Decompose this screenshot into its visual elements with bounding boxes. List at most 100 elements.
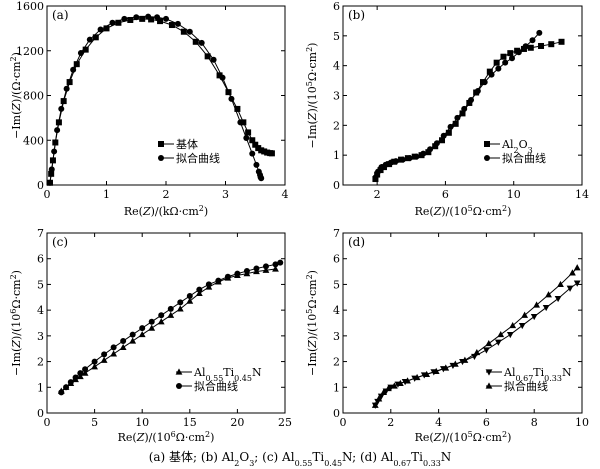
x-tick-label: 0 xyxy=(340,416,347,429)
data-point xyxy=(573,264,581,271)
data-point xyxy=(533,301,540,308)
data-point xyxy=(121,15,128,22)
y-tick-label: 400 xyxy=(23,134,44,147)
legend-label: 拟合曲线 xyxy=(502,151,546,165)
data-point xyxy=(148,324,156,331)
legend-marker xyxy=(485,369,493,376)
data-point xyxy=(91,358,98,365)
data-point xyxy=(82,366,89,373)
data-point xyxy=(396,379,404,387)
y-tick-label: 1 xyxy=(333,381,340,394)
y-tick-label: 2 xyxy=(333,119,340,132)
x-tick-label: 3 xyxy=(222,188,229,201)
data-point xyxy=(529,37,536,44)
data-point xyxy=(219,74,226,81)
data-point xyxy=(110,344,117,351)
y-tick-label: 1600 xyxy=(16,0,44,13)
data-point xyxy=(210,56,217,63)
data-point xyxy=(399,156,406,163)
data-point xyxy=(404,377,411,384)
data-point xyxy=(461,105,468,112)
data-point xyxy=(115,19,122,26)
data-point xyxy=(423,370,431,378)
data-point xyxy=(186,28,193,35)
y-tick-label: 5 xyxy=(333,278,340,291)
data-point xyxy=(527,44,534,51)
data-point xyxy=(500,53,507,60)
data-point xyxy=(518,322,526,330)
panel-label: (b) xyxy=(348,8,365,22)
panel-a: 0 1 2 3 4 0 400 800 1200 1600 (a) Re(Z)/(kΩ·cm2) −Im… xyxy=(9,0,289,218)
data-point xyxy=(198,39,205,46)
data-point xyxy=(375,395,383,402)
data-point xyxy=(91,363,98,370)
data-point xyxy=(522,43,529,50)
y-tick-label: 0 xyxy=(333,179,340,192)
y-tick-label: 3 xyxy=(37,330,44,343)
data-point xyxy=(237,119,244,126)
y-tick-label: 5 xyxy=(333,30,340,43)
series-2 xyxy=(371,264,581,408)
series-2 xyxy=(372,29,543,181)
panel-label: (c) xyxy=(52,235,68,249)
data-point xyxy=(110,350,118,357)
legend-marker xyxy=(158,141,164,147)
data-point xyxy=(530,313,538,321)
y-tick-label: 7 xyxy=(333,227,340,240)
x-tick-label: 10 xyxy=(507,188,521,201)
data-point xyxy=(536,29,543,36)
data-point xyxy=(176,305,184,312)
x-tick-label: 5 xyxy=(91,416,98,429)
x-tick-label: 4 xyxy=(435,416,442,429)
data-point xyxy=(228,95,235,102)
data-point xyxy=(234,270,241,277)
legend-marker xyxy=(175,368,183,375)
data-point xyxy=(92,34,99,41)
data-point xyxy=(48,166,55,173)
data-point xyxy=(382,161,389,168)
data-point xyxy=(224,273,231,280)
y-tick-label: 0 xyxy=(333,407,340,420)
data-point xyxy=(468,96,475,103)
data-point xyxy=(54,127,61,134)
x-axis-label: Re(Z)/(kΩ·cm2) xyxy=(124,204,208,219)
y-tick-label: 3 xyxy=(333,90,340,103)
data-point xyxy=(451,360,459,367)
data-point xyxy=(440,132,447,139)
plot-frame xyxy=(46,232,286,414)
data-point xyxy=(249,137,256,144)
data-point xyxy=(167,305,174,312)
data-point xyxy=(195,289,203,297)
plot-frame xyxy=(342,5,583,186)
data-point xyxy=(483,347,490,354)
data-point xyxy=(459,110,466,117)
data-point xyxy=(86,36,93,43)
panel-label: (d) xyxy=(348,235,365,249)
data-point xyxy=(196,286,203,293)
data-point xyxy=(253,161,260,168)
data-point xyxy=(521,311,529,318)
y-tick-label: 5 xyxy=(37,278,44,291)
legend-marker xyxy=(484,155,490,161)
legend-marker xyxy=(484,141,490,147)
data-point xyxy=(432,367,440,374)
x-tick-label: 2 xyxy=(163,188,170,201)
data-point xyxy=(100,356,108,363)
data-point xyxy=(557,280,564,288)
data-point xyxy=(120,338,127,344)
data-point xyxy=(445,129,452,136)
data-point xyxy=(46,179,53,186)
data-point xyxy=(497,330,505,338)
data-point xyxy=(73,61,80,68)
y-tick-label: 0 xyxy=(37,407,44,420)
data-point xyxy=(473,348,481,356)
data-point xyxy=(133,14,140,21)
data-point xyxy=(138,330,146,338)
y-axis-label: −Im(Z)/(106Ω·cm2) xyxy=(9,270,24,376)
data-point xyxy=(243,135,250,142)
data-point xyxy=(70,66,77,73)
data-point xyxy=(488,71,495,78)
legend-label: 拟合曲线 xyxy=(504,379,548,393)
data-point xyxy=(452,120,459,127)
